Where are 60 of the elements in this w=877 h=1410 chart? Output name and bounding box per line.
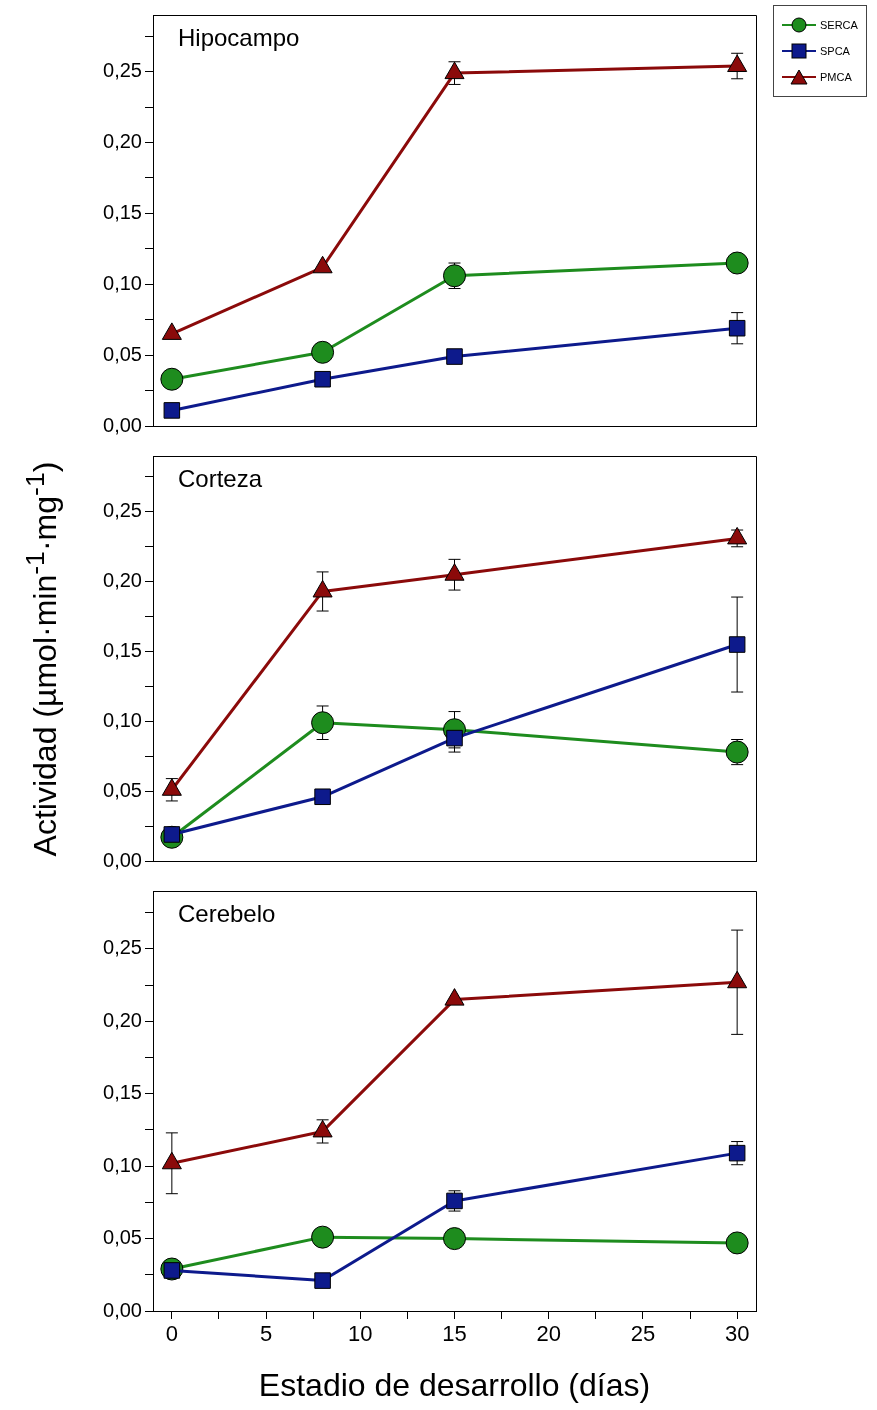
y-tick-label: 0,05 [103, 342, 142, 365]
x-tick-label: 0 [165, 1321, 178, 1347]
point [311, 340, 335, 364]
y-tick-label: 0,00 [103, 848, 142, 871]
point [312, 579, 333, 598]
point [314, 370, 331, 388]
legend-label: SERCA [820, 19, 858, 31]
point [446, 729, 463, 747]
y-tick-label: 0,15 [103, 1081, 142, 1104]
y-tick-label: 0,10 [103, 1153, 142, 1176]
point [444, 988, 465, 1006]
chart-title: Cerebelo [178, 899, 276, 927]
point [312, 255, 333, 274]
y-tick-label: 0,15 [103, 639, 142, 662]
y-tick-label: 0,10 [103, 271, 142, 294]
x-tick-label: 15 [442, 1321, 467, 1347]
point [727, 526, 748, 545]
x-tick-label: 25 [630, 1321, 656, 1347]
point [446, 348, 463, 365]
point [444, 61, 465, 80]
point [728, 1144, 746, 1162]
point [727, 970, 748, 989]
y-tick-label: 0,25 [103, 59, 142, 82]
chart-title: Corteza [178, 464, 263, 492]
chart-title: Hipocampo [178, 23, 300, 51]
point [163, 402, 181, 419]
point [444, 563, 465, 581]
point [160, 367, 184, 391]
point [311, 711, 335, 735]
point [727, 54, 748, 73]
legend-label: PMCA [820, 71, 852, 83]
point [725, 1231, 749, 1255]
x-axis-title: Estadio de desarrollo (días) [258, 1366, 651, 1403]
x-tick-label: 30 [724, 1321, 750, 1347]
point [161, 1151, 182, 1170]
y-tick-label: 0,20 [103, 130, 142, 153]
x-tick-label: 20 [536, 1321, 561, 1347]
point [725, 740, 749, 764]
y-tick-label: 0,05 [103, 1226, 142, 1249]
y-tick-label: 0,10 [103, 708, 142, 731]
point [728, 636, 746, 653]
y-tick-label: 0,20 [103, 569, 142, 592]
y-tick-label: 0,05 [103, 778, 142, 801]
point [443, 264, 466, 288]
x-tick-label: 10 [348, 1321, 373, 1347]
point [311, 1225, 335, 1249]
y-tick-label: 0,15 [103, 200, 142, 223]
point [443, 1227, 466, 1251]
y-tick-label: 0,20 [103, 1008, 142, 1031]
y-tick-label: 0,25 [103, 499, 142, 522]
x-tick-label: 5 [259, 1321, 273, 1347]
y-tick-label: 0,00 [103, 1298, 142, 1321]
point [314, 1272, 331, 1289]
point [312, 1119, 333, 1138]
y-tick-label: 0,00 [103, 413, 142, 436]
point [725, 251, 749, 275]
point [728, 319, 746, 337]
y-tick-label: 0,25 [103, 936, 142, 959]
point [314, 788, 331, 806]
legend-label: SPCA [820, 45, 850, 57]
